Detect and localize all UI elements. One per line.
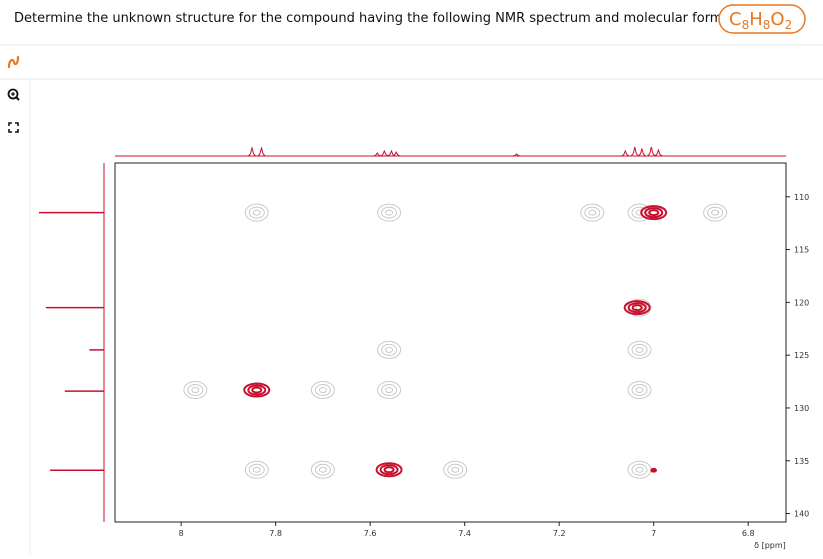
logo-icon[interactable] — [7, 55, 20, 69]
x-tick-label: 7.4 — [458, 529, 471, 538]
cross-peak — [623, 300, 651, 316]
cross-peak — [650, 467, 657, 473]
cross-peak — [640, 205, 668, 221]
x-tick-label: 7.6 — [364, 529, 377, 538]
weak-contour — [183, 381, 208, 400]
weak-contour — [377, 381, 402, 400]
weak-contour — [627, 340, 652, 359]
y-tick-label: 120 — [794, 298, 809, 307]
y-tick-label: 125 — [794, 351, 809, 360]
weak-contour — [310, 381, 335, 400]
weak-contour — [377, 340, 402, 359]
weak-contour — [443, 460, 468, 479]
x-projection-peak — [380, 149, 389, 157]
y-tick-label: 140 — [794, 510, 809, 519]
x-projection-peak — [621, 149, 630, 157]
x-projection-peak — [647, 146, 656, 156]
formula-count: 8 — [742, 18, 750, 32]
weak-contour — [627, 203, 652, 222]
weak-contour — [377, 203, 402, 222]
x-projection-peak — [248, 146, 256, 156]
x-projection-peak — [257, 146, 266, 156]
cross-peak — [375, 462, 403, 478]
formula-count: 2 — [785, 18, 793, 32]
formula-symbol: O — [770, 9, 784, 30]
question: Determine the unknown structure for the … — [14, 11, 742, 26]
x-projection-peak — [373, 152, 381, 157]
weak-contour — [703, 203, 728, 222]
fullscreen-icon[interactable] — [8, 122, 19, 133]
formula-badge — [718, 4, 806, 34]
x-tick-label: 7.2 — [553, 529, 566, 538]
y-tick-label: 135 — [794, 457, 809, 466]
plot-frame — [114, 162, 787, 523]
x-projection-peak — [654, 148, 663, 157]
formula-count: 8 — [763, 18, 771, 32]
x-tick-label: 7 — [651, 529, 656, 538]
x-projection-peak — [638, 147, 646, 156]
formula-symbol: C — [729, 9, 742, 30]
cross-peak — [243, 382, 271, 398]
x-tick-label: 8 — [179, 529, 184, 538]
x-tick-label: 6.8 — [742, 529, 755, 538]
y-tick-label: 110 — [794, 193, 809, 202]
formula-symbol: H — [749, 9, 763, 30]
weak-contour — [310, 460, 335, 479]
weak-contour — [244, 203, 269, 222]
x-projection-peak — [630, 146, 639, 156]
weak-contour — [244, 460, 269, 479]
x-axis-label: δ [ppm] — [754, 541, 786, 550]
weak-contour — [580, 203, 605, 222]
x-projection-peak — [392, 151, 400, 157]
y-tick-label: 130 — [794, 404, 809, 413]
x-projection-peak — [513, 153, 521, 157]
x-tick-label: 7.8 — [269, 529, 282, 538]
formula: C8H8O2 — [729, 9, 792, 32]
zoom-icon[interactable] — [7, 88, 20, 101]
weak-contour — [627, 460, 652, 479]
weak-contour — [627, 381, 652, 400]
y-tick-label: 115 — [794, 246, 809, 255]
